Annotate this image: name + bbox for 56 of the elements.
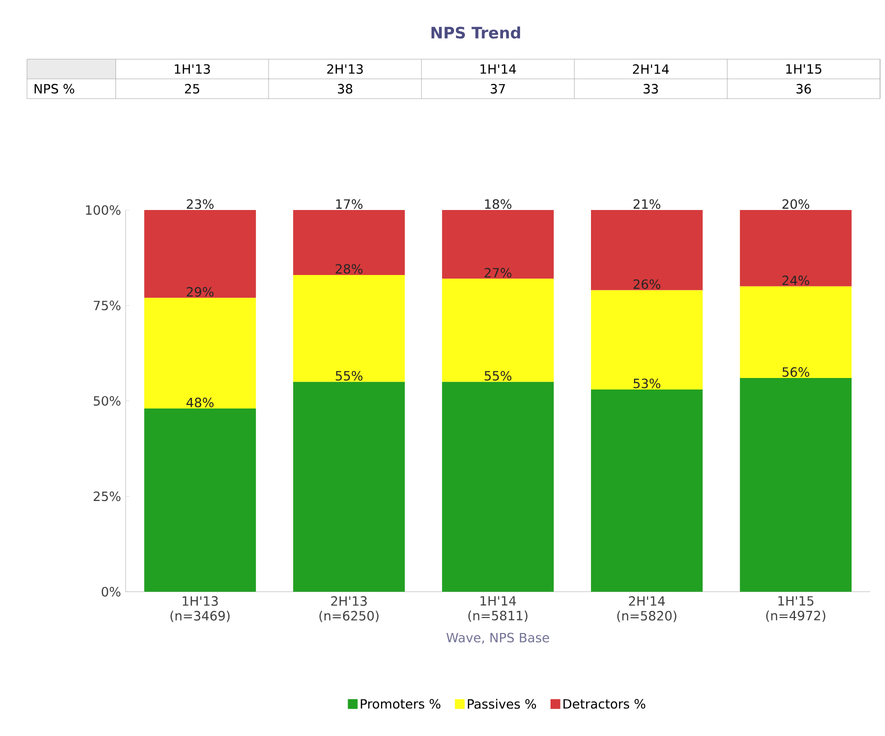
bar [144,408,256,592]
data-label: 48% [186,398,214,408]
bar [590,390,703,592]
data-label: 18% [485,199,512,210]
legend-label: Detractors % [564,699,646,709]
data-label: 17% [336,199,362,210]
data-label: 55% [484,371,512,381]
data-label: 56% [782,367,810,377]
text: 1H'13 [174,64,210,74]
x-tick-label: 1H'15 (n=4972) [766,596,826,622]
x-tick-label: 1H'14 (n=5811) [468,596,528,622]
text: 38 [338,84,352,94]
data-label: 55% [336,371,362,381]
text: 37 [490,84,505,94]
bar [293,210,405,276]
y-tick-label: 25% [94,492,120,502]
bar [293,275,405,382]
data-label: 28% [336,264,362,274]
x-axis-title: Wave, NPS Base [446,632,550,644]
data-label: 24% [782,276,810,286]
data-label: 20% [782,199,810,210]
text: 33 [644,84,658,94]
data-label: 27% [484,268,512,278]
text: 1H'14 [480,64,516,74]
bar [442,210,554,279]
data-label: 26% [634,280,660,290]
text: 2H'14 [632,64,669,74]
data-label: 23% [186,199,214,210]
bar [740,286,852,378]
y-tick-label: 50% [94,396,120,406]
x-tick-label: 1H'13 (n=3469) [170,596,230,622]
data-label: 21% [634,199,660,210]
x-tick-label: 2H'13 (n=6250) [319,596,379,622]
bar [144,298,256,409]
bar [442,278,554,382]
x-tick-label: 2H'14 (n=5820) [617,596,676,622]
data-label: 29% [186,287,214,297]
bar [590,290,703,390]
data-label: 53% [634,378,660,388]
bar [590,210,703,290]
text: 2H'13 [327,64,363,74]
y-tick-label: 100% [86,205,120,216]
bar [144,210,256,298]
text: 1H'15 [786,64,822,74]
bar [442,382,554,592]
bar [740,210,852,287]
text: NPS % [34,84,74,94]
bar [740,378,852,592]
bar [293,382,405,592]
legend-label: Passives % [468,699,536,709]
text: 36 [796,84,811,94]
legend-label: Promoters % [360,699,440,709]
y-tick-label: 0% [102,587,120,597]
y-tick-label: 75% [94,300,120,310]
text: 25 [184,84,200,94]
chart-title: NPS Trend [432,26,520,39]
